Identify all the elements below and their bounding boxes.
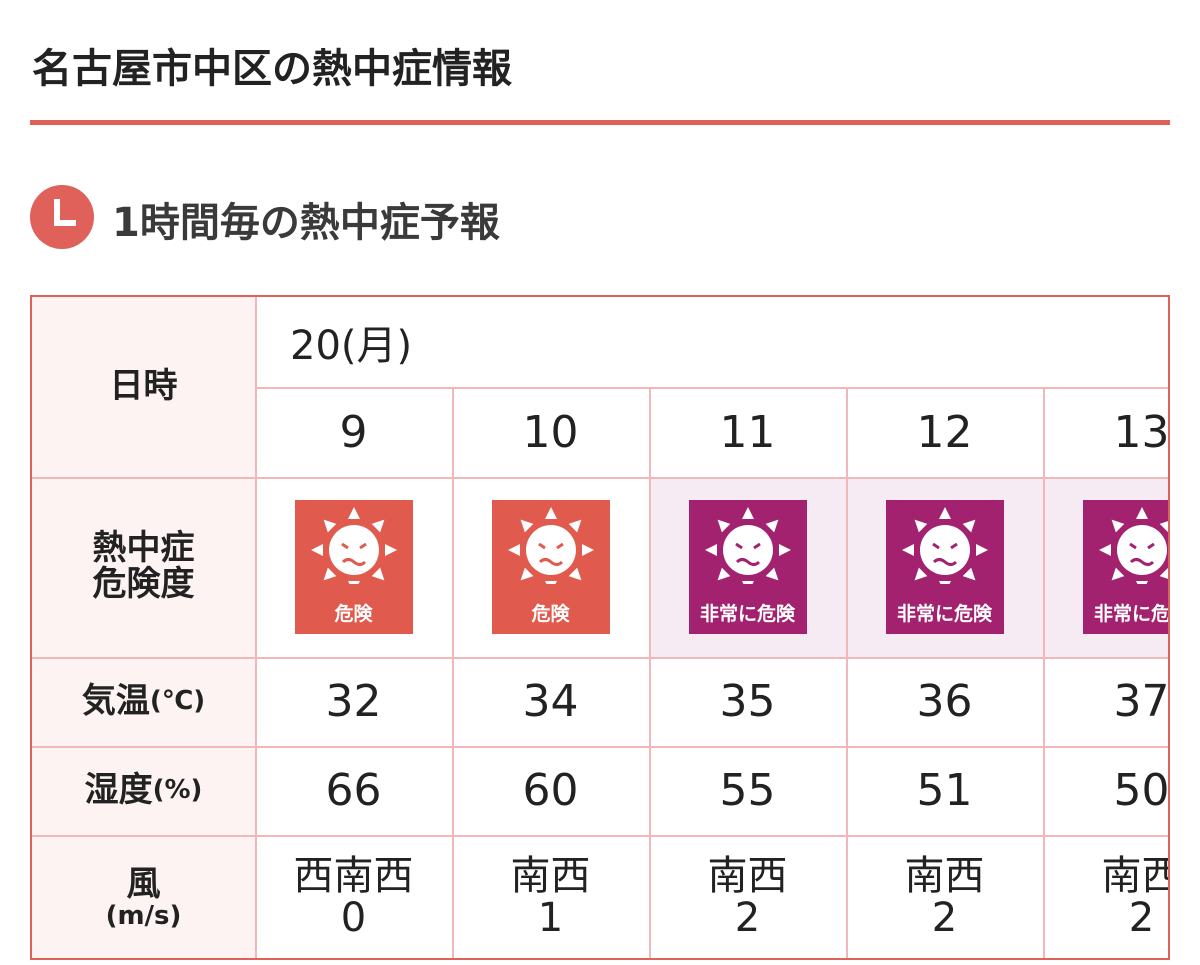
- hour-cell: 12: [916, 406, 973, 458]
- label-cell: 湿度 (%): [32, 746, 255, 835]
- risk-cell: 非常に危険: [846, 477, 1043, 657]
- section-title: 1時間毎の熱中症予報: [112, 200, 500, 246]
- hour-cell: 10: [522, 406, 579, 458]
- risk-cell: 危険: [255, 477, 452, 657]
- column-divider: [452, 387, 454, 958]
- label-cell: 風 (m/s): [32, 835, 255, 958]
- label-line: 危険度: [92, 564, 195, 604]
- page-title: 名古屋市中区の熱中症情報: [32, 46, 512, 92]
- risk-label: 非常に危険: [1093, 603, 1170, 625]
- temp-cell: 32: [325, 676, 382, 727]
- risk-cell: 危険: [452, 477, 649, 657]
- wind-speed: 2: [1128, 894, 1155, 941]
- humidity-cell: 55: [719, 765, 776, 816]
- wind-speed: 2: [734, 894, 761, 941]
- row-divider: [32, 835, 1168, 837]
- humidity-cell: 60: [522, 765, 579, 816]
- wind-direction: 南西: [904, 852, 985, 899]
- risk-icon: 非常に危険: [688, 500, 807, 634]
- sun-face: [507, 507, 594, 584]
- wind-speed: 1: [537, 894, 564, 941]
- label-unit: (℃): [149, 685, 206, 716]
- row-divider: [32, 746, 1168, 748]
- column-divider: [846, 387, 848, 958]
- label-text: 湿度: [84, 769, 153, 810]
- risk-icon: 危険: [294, 500, 413, 634]
- risk-cell: 非常に危険: [1043, 477, 1170, 657]
- wind-cell: 西南西 0: [255, 835, 452, 958]
- wind-direction: 南西: [707, 852, 788, 899]
- label-unit: (m/s): [105, 900, 182, 931]
- sun-face: [310, 507, 397, 584]
- clock-icon: [30, 185, 94, 249]
- risk-label: 危険: [531, 603, 570, 625]
- row-divider: [32, 477, 1168, 479]
- title-rule: [30, 120, 1170, 125]
- column-divider: [1043, 387, 1045, 958]
- wind-direction: 南西: [1101, 852, 1169, 899]
- sun-face: [704, 507, 791, 584]
- forecast-table: 日時 熱中症 危険度 気温 (℃) 湿度 (%) 風 (m/s) 20(月) 9 危険 32 66 西南西 0…: [30, 295, 1170, 960]
- temp-cell: 35: [719, 676, 776, 727]
- label-cell: 気温 (℃): [32, 657, 255, 746]
- risk-label: 非常に危険: [896, 603, 992, 625]
- row-divider: [255, 387, 1168, 389]
- wind-speed: 2: [931, 894, 958, 941]
- label-text: 気温: [81, 680, 150, 721]
- wind-cell: 南西2: [1043, 835, 1169, 958]
- risk-icon: 危険: [491, 500, 610, 634]
- risk-label: 非常に危険: [699, 603, 795, 625]
- hour-cell: 9: [339, 406, 368, 458]
- row-divider: [32, 657, 1168, 659]
- hour-cell: 11: [719, 406, 776, 458]
- date: 20(月): [290, 323, 413, 369]
- humidity-cell: 51: [916, 765, 973, 816]
- label-line: 熱中症: [92, 528, 195, 569]
- label-cell: 日時: [32, 297, 255, 477]
- sun-face: [901, 507, 988, 584]
- label-unit: (%): [152, 774, 203, 805]
- hour-cell: 13: [1113, 406, 1170, 458]
- wind-cell: 南西 1: [452, 835, 649, 958]
- sun-face: [1098, 507, 1168, 584]
- risk-icon: 非常に危険: [885, 500, 1004, 634]
- risk-cell: 非常に危険: [649, 477, 846, 657]
- wind-direction: 西南西: [293, 852, 414, 899]
- humidity-cell: 66: [325, 765, 382, 816]
- label-text: 風: [126, 864, 161, 904]
- risk-icon: 非常に危険: [1082, 500, 1170, 634]
- wind-speed: 0: [340, 894, 367, 941]
- temp-cell: 36: [916, 676, 973, 727]
- label-cell: 熱中症 危険度: [32, 477, 255, 657]
- column-divider: [255, 297, 257, 958]
- column-divider: [649, 387, 651, 958]
- temp-cell: 34: [522, 676, 579, 727]
- humidity-cell: 50: [1113, 765, 1170, 816]
- risk-label: 危険: [334, 603, 373, 625]
- temp-cell: 37: [1113, 676, 1170, 727]
- wind-direction: 南西: [510, 852, 591, 899]
